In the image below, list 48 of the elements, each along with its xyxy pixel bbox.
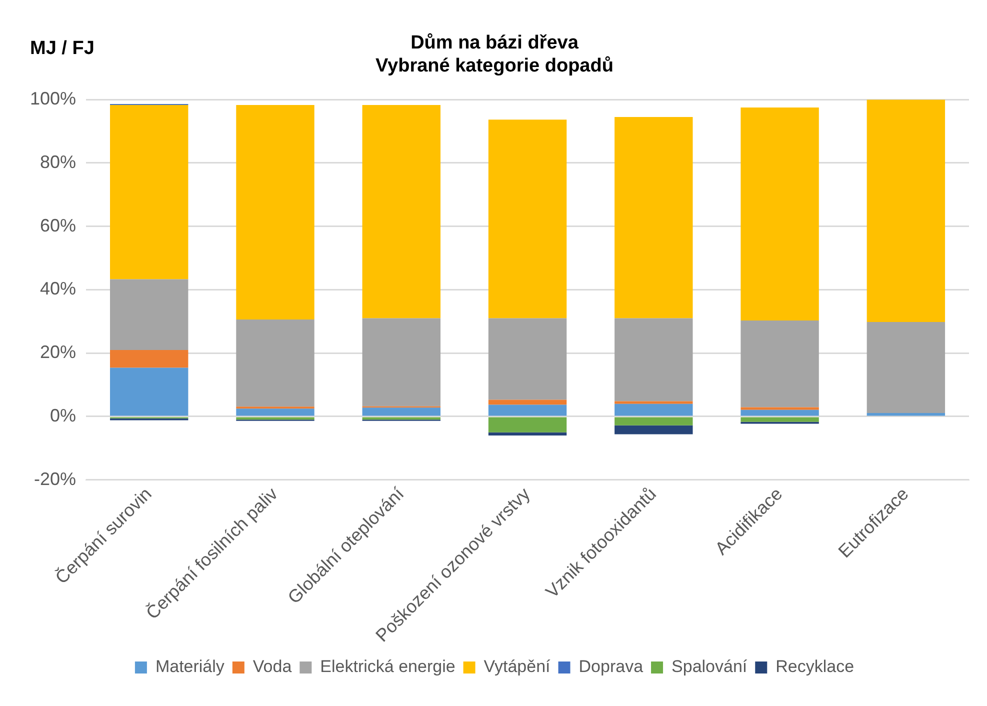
bar	[488, 120, 567, 318]
bar	[488, 404, 567, 416]
bar	[236, 104, 314, 320]
chart-title: Dům na bázi dřeva Vybrané kategorie dopadů	[376, 32, 614, 76]
bar	[614, 401, 693, 404]
legend-label: Elektrická energie	[320, 657, 456, 676]
y-tick-label: -20%	[34, 468, 76, 489]
bar	[740, 108, 819, 320]
bar	[488, 318, 567, 400]
legend-label: Materiály	[155, 657, 225, 676]
bar	[236, 417, 314, 420]
bar	[866, 413, 946, 416]
bar	[362, 104, 440, 318]
bar	[488, 417, 567, 432]
bar	[236, 408, 314, 416]
bar	[488, 432, 567, 436]
y-tick-label: 80%	[40, 152, 76, 172]
bar	[614, 117, 693, 318]
bar	[614, 404, 693, 416]
y-tick-label: 40%	[40, 278, 76, 299]
bar	[110, 104, 188, 280]
y-tick-label: 100%	[30, 88, 76, 109]
bar	[110, 368, 188, 416]
bar	[362, 417, 440, 420]
bar	[866, 322, 946, 414]
bar	[614, 417, 693, 426]
bar	[614, 318, 693, 402]
legend-label: Spalování	[672, 657, 748, 676]
bar	[740, 320, 819, 408]
y-tick-label: 0%	[50, 405, 76, 426]
bar	[740, 410, 819, 416]
legend-label: Doprava	[578, 657, 644, 676]
legend-label: Vytápění	[484, 657, 551, 676]
y-axis-title: MJ / FJ	[30, 38, 94, 60]
bar	[110, 350, 188, 368]
bar	[740, 407, 819, 410]
bar	[110, 279, 188, 350]
y-tick-label: 20%	[40, 342, 76, 362]
bar	[236, 320, 314, 407]
bar	[866, 100, 946, 322]
bar	[488, 400, 567, 405]
bar	[362, 408, 440, 416]
bar	[614, 425, 693, 434]
bar	[740, 417, 819, 422]
legend-label: Voda	[252, 657, 292, 676]
legend-label: Recyklace	[776, 657, 854, 676]
y-tick-label: 60%	[40, 215, 76, 236]
bar	[362, 318, 440, 406]
